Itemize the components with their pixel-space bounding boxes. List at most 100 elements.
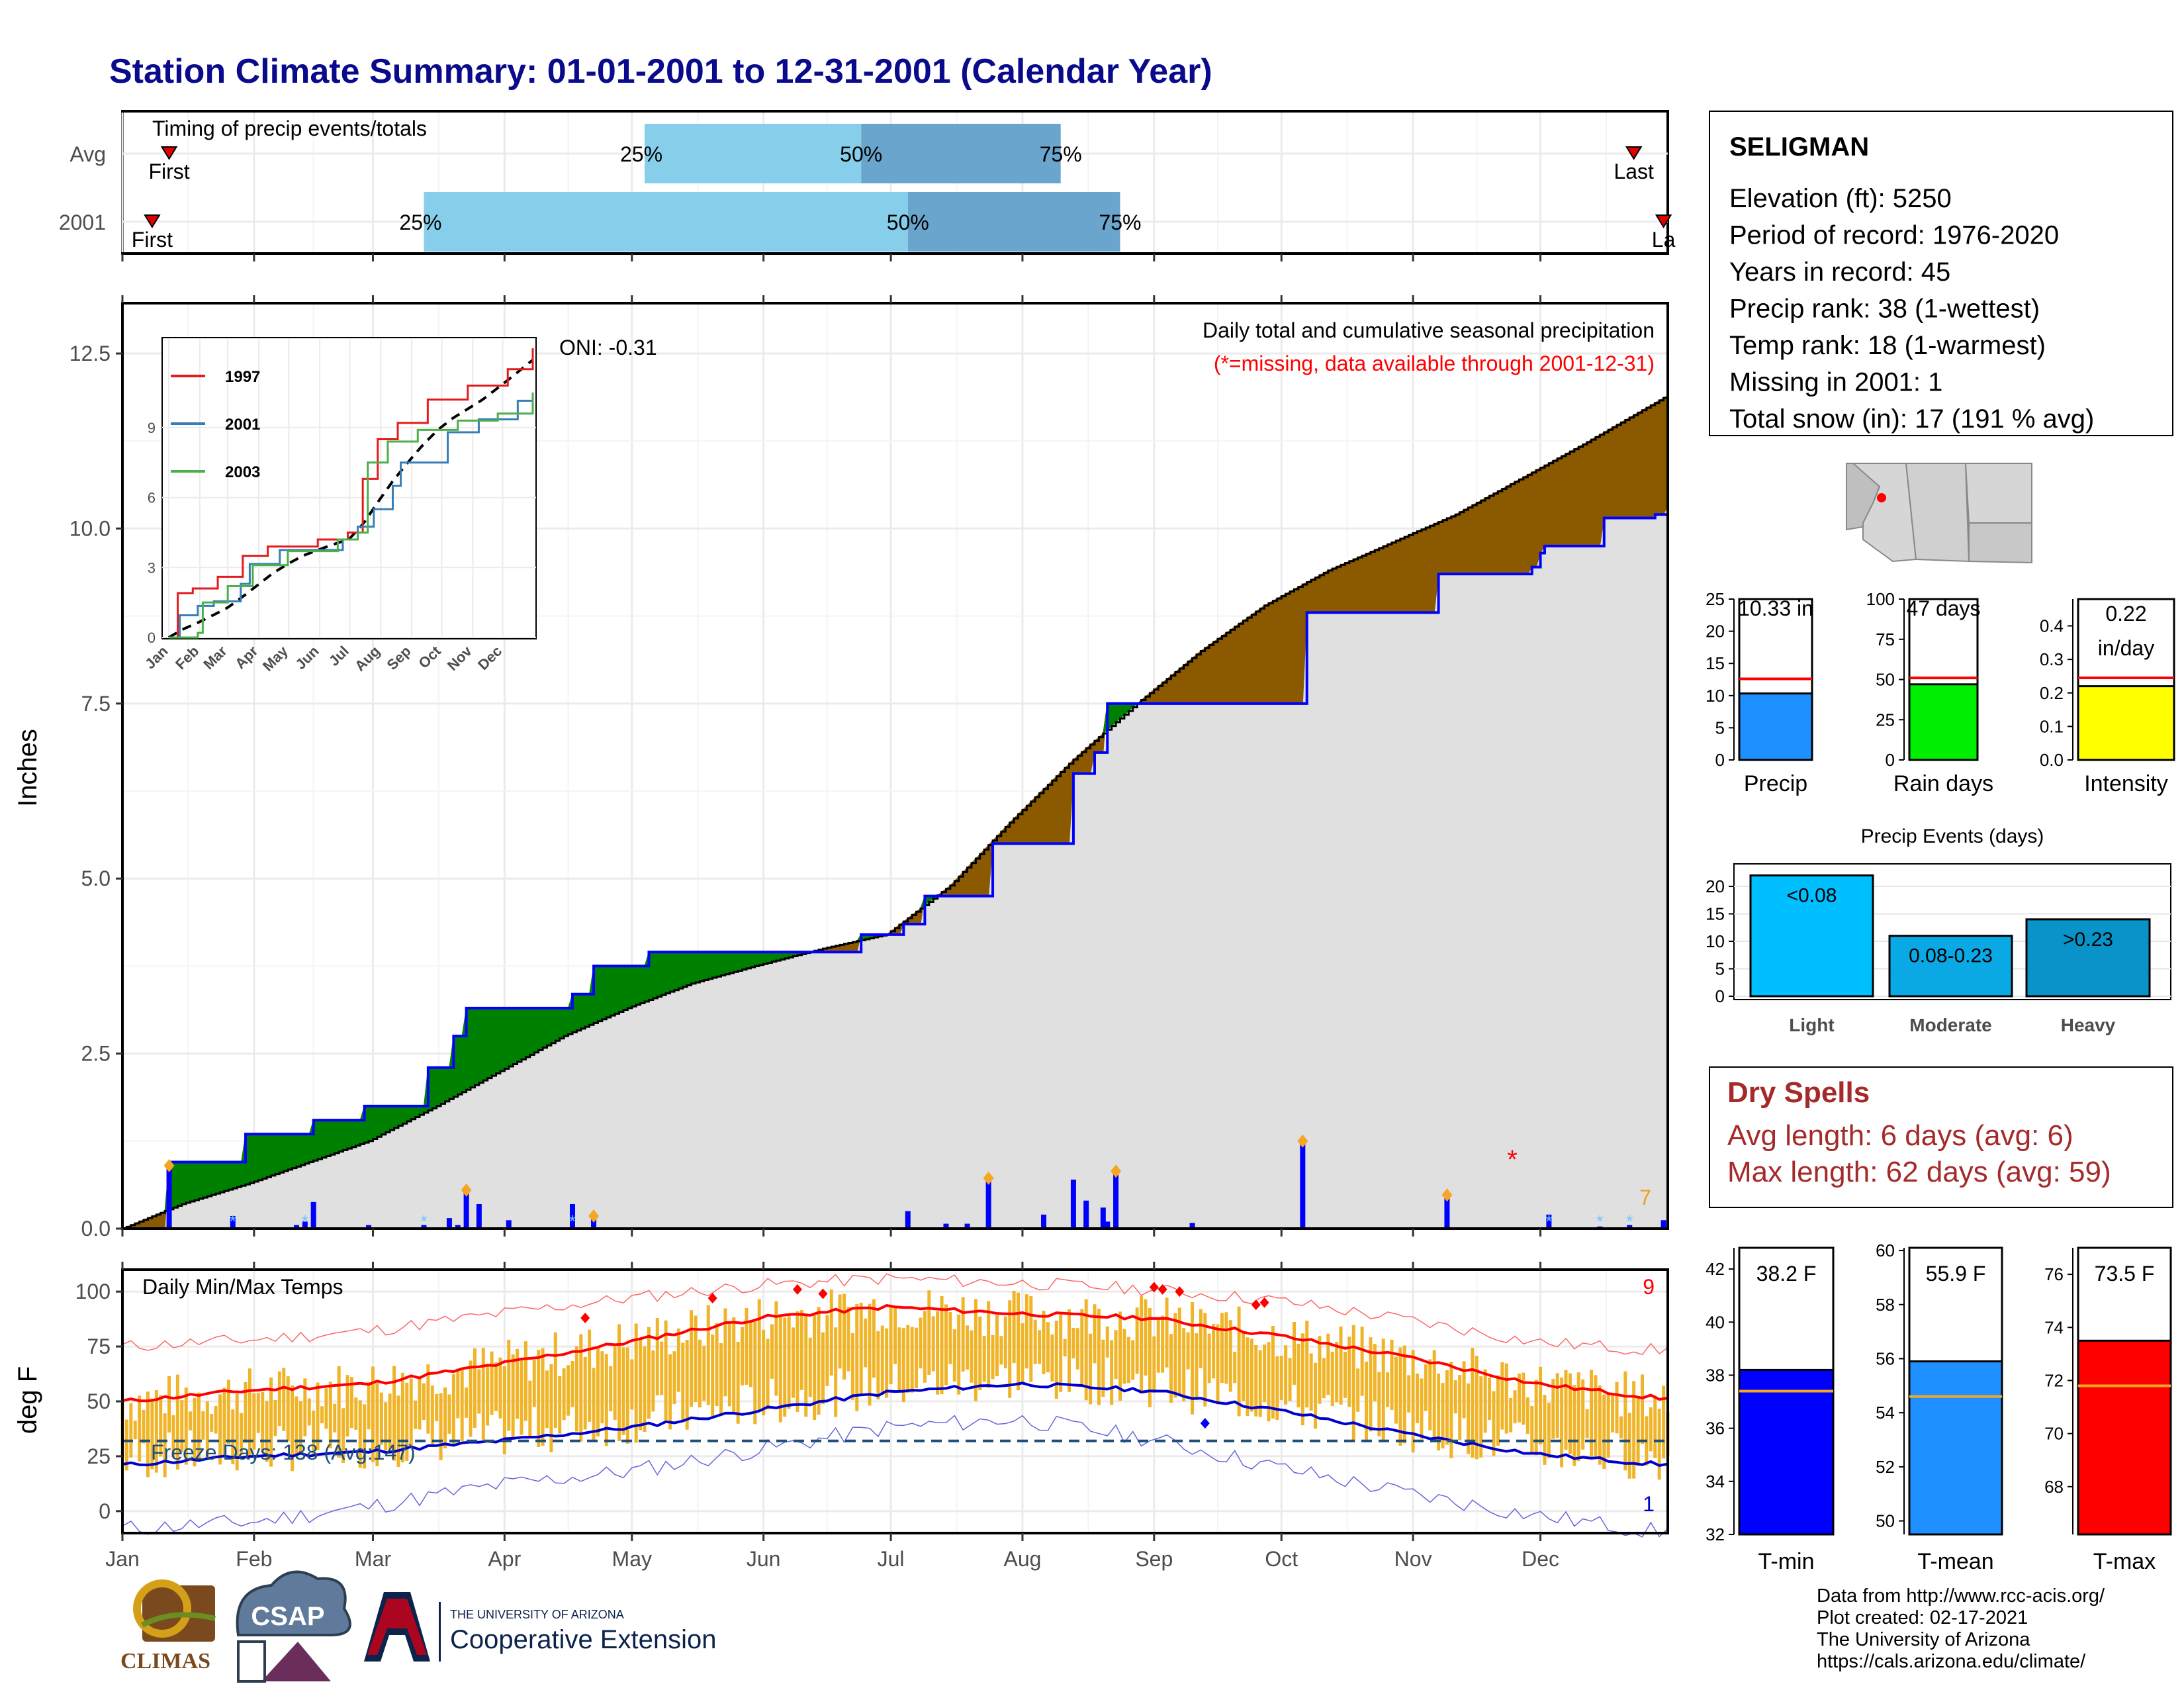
dry-spells-max: Max length: 62 days (avg: 59) bbox=[1727, 1156, 2111, 1188]
precip-ytick: 7.5 bbox=[81, 692, 111, 716]
month-tick: May bbox=[612, 1547, 652, 1571]
month-tick: Sep bbox=[1135, 1547, 1173, 1571]
timing-bar-q1 bbox=[645, 124, 862, 183]
summary-bar-value: 47 days bbox=[1906, 596, 1980, 620]
daily-precip-bar bbox=[1189, 1223, 1195, 1229]
month-tick: Jul bbox=[878, 1547, 905, 1571]
record-high-marker bbox=[792, 1284, 802, 1295]
chart-title: Station Climate Summary: 01-01-2001 to 1… bbox=[109, 52, 1212, 91]
temp-ytick: 75 bbox=[87, 1335, 111, 1358]
summary-bar-label: Intensity bbox=[2084, 771, 2168, 796]
summary-bar-ytick: 25 bbox=[1706, 589, 1725, 609]
freeze-days-label: Freeze Days: 138 (Avg:147) bbox=[151, 1440, 416, 1464]
record-high-marker bbox=[818, 1288, 828, 1299]
climas-logo: CLIMAS bbox=[120, 1579, 216, 1673]
daily-precip-bar bbox=[302, 1221, 308, 1229]
temp-bar-ytick: 68 bbox=[2044, 1477, 2064, 1497]
station-info-line: Elevation (ft): 5250 bbox=[1729, 184, 1952, 213]
precip-panel: * * * * * * * 0.0 2.5 5.0 7.5 10.0 12.5 Daily total… bbox=[13, 302, 1669, 1241]
events-bar-label: Heavy bbox=[2061, 1015, 2116, 1035]
daily-precip-max-marker bbox=[1441, 1188, 1453, 1202]
dry-spells-avg: Avg length: 6 days (avg: 6) bbox=[1727, 1119, 2073, 1152]
station-info-box: SELIGMAN Elevation (ft): 5250 Period of r… bbox=[1709, 111, 2173, 436]
temp-ytick: 25 bbox=[87, 1444, 111, 1468]
summary-bar-ytick: 20 bbox=[1706, 622, 1725, 641]
month-tick: Apr bbox=[488, 1547, 521, 1571]
station-location-dot bbox=[1877, 493, 1886, 502]
temp-bar-value: 38.2 F bbox=[1756, 1262, 1817, 1286]
timing-bar-q2 bbox=[861, 124, 1061, 183]
temp-bar-ytick: 32 bbox=[1706, 1524, 1725, 1544]
temp-ytick: 100 bbox=[75, 1280, 111, 1303]
summary-bar-ytick: 15 bbox=[1706, 653, 1725, 673]
inset-series-line bbox=[169, 393, 534, 639]
timing-p50-label: 50% bbox=[840, 142, 882, 166]
snow-marker-icon: * bbox=[1626, 1211, 1633, 1231]
daily-precip-bar bbox=[1300, 1141, 1306, 1229]
temp-bar bbox=[1738, 1368, 1835, 1536]
snow-marker-icon: * bbox=[420, 1211, 427, 1231]
daily-precip-bar bbox=[964, 1223, 970, 1229]
temp-bar-ytick: 58 bbox=[1876, 1295, 1895, 1315]
daily-precip-bar bbox=[1100, 1207, 1106, 1229]
timing-row-avg-label: Avg bbox=[69, 142, 106, 166]
precip-note-missing: (*=missing, data available through 2001-… bbox=[1214, 352, 1655, 375]
events-bar bbox=[1888, 935, 2013, 998]
inset-ytick: 0 bbox=[148, 630, 156, 646]
summary-bar-ytick: 0 bbox=[1886, 750, 1895, 770]
university-of-arizona-logo: THE UNIVERSITY OF ARIZONA Cooperative Ex… bbox=[364, 1592, 716, 1662]
station-info-line: Missing in 2001: 1 bbox=[1729, 368, 1942, 397]
month-tick: Jun bbox=[747, 1547, 781, 1571]
summary-bar-ytick: 0.4 bbox=[2040, 616, 2064, 636]
month-tick: Aug bbox=[1003, 1547, 1041, 1571]
record-high-marker bbox=[1158, 1284, 1167, 1295]
snow-marker-icon: * bbox=[1596, 1211, 1603, 1231]
events-ytick: 0 bbox=[1715, 986, 1725, 1006]
temp-bar-ytick: 40 bbox=[1706, 1312, 1725, 1332]
daily-precip-bar bbox=[366, 1225, 372, 1229]
daily-precip-bar bbox=[1113, 1171, 1119, 1229]
temp-bar-ytick: 52 bbox=[1876, 1457, 1895, 1477]
record-high-marker bbox=[1175, 1286, 1185, 1297]
svg-text:THE UNIVERSITY OF ARIZONA: THE UNIVERSITY OF ARIZONA bbox=[450, 1608, 624, 1621]
events-ytick: 15 bbox=[1706, 904, 1725, 924]
inset-ytick: 6 bbox=[148, 490, 156, 506]
events-bar-inner-label: >0.23 bbox=[2063, 929, 2113, 951]
inset-legend-label: 2003 bbox=[225, 463, 260, 481]
temp-bar-ytick: 74 bbox=[2044, 1317, 2064, 1337]
svg-text:CSAP: CSAP bbox=[251, 1602, 324, 1631]
avg-tmin-line bbox=[122, 1382, 1668, 1467]
station-info-line: Years in record: 45 bbox=[1729, 258, 1950, 287]
timing-p50-label: 50% bbox=[887, 211, 929, 234]
timing-label: Timing of precip events/totals bbox=[152, 117, 427, 140]
summary-bar-ytick: 75 bbox=[1876, 630, 1895, 649]
credit-line: Data from http://www.rcc-acis.org/ bbox=[1817, 1585, 2105, 1607]
timing-marker-label: First bbox=[132, 228, 173, 252]
daily-precip-bar bbox=[905, 1211, 911, 1229]
record-high-marker bbox=[1149, 1282, 1159, 1293]
precip-ytick: 5.0 bbox=[81, 867, 111, 890]
station-info-frame bbox=[1709, 111, 2173, 436]
avg-cumulative-line bbox=[122, 395, 1669, 1230]
month-tick: Feb bbox=[236, 1547, 272, 1571]
daily-precip-bar bbox=[294, 1225, 300, 1229]
month-tick: Oct bbox=[1265, 1547, 1298, 1571]
credit-line: Plot created: 02-17-2021 bbox=[1817, 1607, 2028, 1628]
temp-bar-ytick: 54 bbox=[1876, 1403, 1895, 1423]
events-ytick: 5 bbox=[1715, 959, 1725, 979]
summary-bar-label: Precip bbox=[1744, 771, 1807, 796]
timing-marker-icon bbox=[160, 146, 178, 160]
station-info-line: Precip rank: 38 (1-wettest) bbox=[1729, 295, 2040, 324]
month-tick: Nov bbox=[1394, 1547, 1432, 1571]
timing-p25-label: 25% bbox=[399, 211, 441, 234]
temp-ytick: 0 bbox=[99, 1499, 111, 1523]
daily-precip-bar bbox=[463, 1190, 469, 1229]
inset-ytick: 3 bbox=[148, 559, 156, 576]
timing-marker-label: La bbox=[1652, 228, 1676, 252]
precip-ylabel: Inches bbox=[13, 729, 42, 807]
precip-frame bbox=[121, 302, 1669, 1230]
precip-ytick: 0.0 bbox=[81, 1217, 111, 1241]
events-bar-label: Moderate bbox=[1909, 1015, 1991, 1035]
precip-base-fill bbox=[122, 505, 1668, 1229]
